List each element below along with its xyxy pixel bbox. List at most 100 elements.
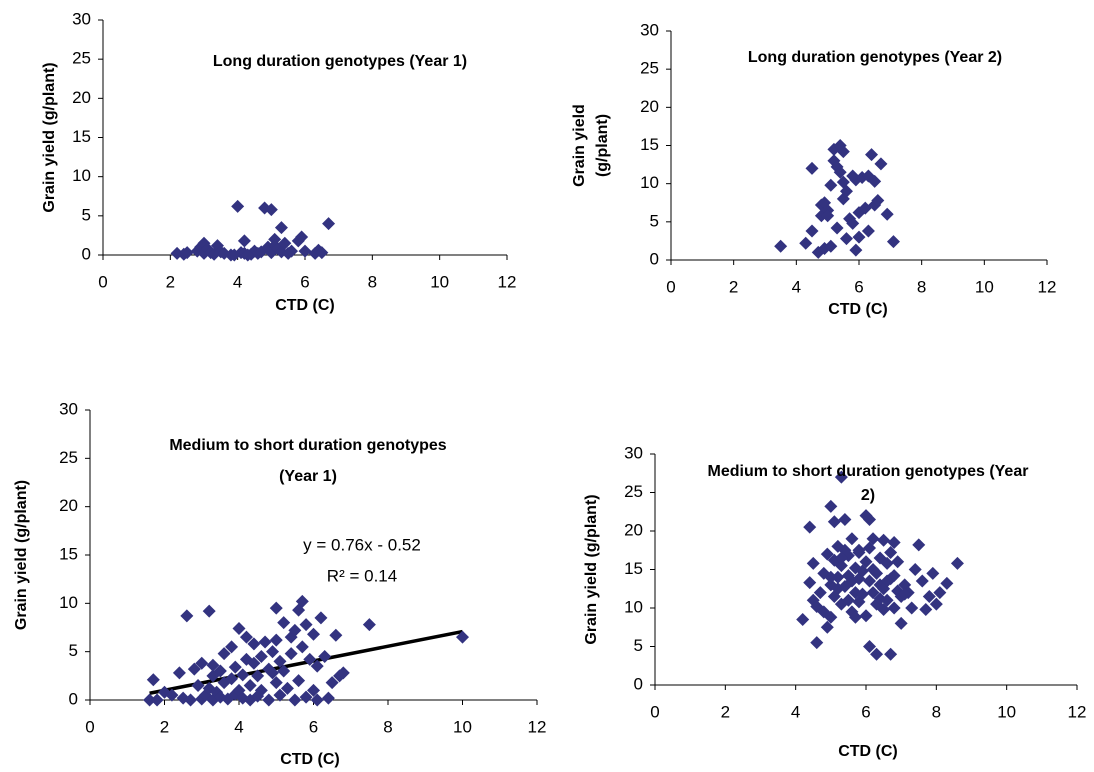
point [314,611,328,625]
x-axis-label: CTD (C) [280,751,340,768]
point [285,244,299,258]
x-tick-label: 8 [917,277,926,296]
point [254,683,268,697]
x-tick-label: 2 [160,717,169,736]
point [232,621,246,635]
y-axis-label: Grain yield (g/plant) [41,62,58,212]
point [839,232,853,246]
point [852,230,866,244]
point [227,248,241,262]
y-axis-label: Grain yield (g/plant) [13,480,30,630]
point [266,666,280,680]
point [325,676,339,690]
point [861,224,875,238]
point [231,199,245,213]
point [172,666,186,680]
point [870,647,884,661]
point [206,658,220,672]
point [225,640,239,654]
chart-title: Medium to short duration genotypes [169,437,446,454]
point [243,679,257,692]
point [273,688,287,702]
chart-title: Long duration genotypes (Year 2) [748,49,1002,66]
point [187,662,201,676]
y-tick-label: 0 [650,249,659,268]
point [884,647,898,661]
point [799,236,813,250]
y-tick-label: 25 [59,448,78,467]
annotation: y = 0.76x - 0.52 [303,535,421,554]
point [143,693,157,707]
point [277,616,291,630]
chart-title: Long duration genotypes (Year 1) [213,53,467,70]
point [213,664,227,678]
point [247,637,261,651]
point [310,693,324,707]
point [898,587,912,601]
y-tick-label: 5 [69,641,78,660]
point [820,547,834,561]
point [307,627,320,641]
point [805,224,819,238]
x-axis-label: CTD (C) [275,297,335,314]
point [298,244,312,258]
point [915,574,929,588]
y-tick-label: 5 [650,211,659,230]
point [241,248,255,262]
point [295,594,309,608]
point [165,688,179,702]
point [866,532,880,546]
point [236,668,250,682]
point [929,597,943,611]
point [262,693,276,707]
x-tick-label: 4 [233,272,242,291]
point [247,656,261,670]
point [796,613,810,627]
point [846,169,860,183]
x-tick-label: 8 [932,702,941,721]
x-tick-label: 12 [498,272,517,291]
y-tick-label: 5 [82,205,91,224]
point [905,601,919,615]
y-tick-label: 20 [624,520,643,539]
point [321,691,335,705]
point [318,650,332,663]
point [894,616,908,630]
point [810,636,824,650]
point [940,576,954,590]
point [912,538,926,552]
point [280,681,294,695]
point [838,512,852,526]
x-tick-label: 10 [997,702,1016,721]
chart-title: Medium to short duration genotypes (Year [708,463,1029,480]
y-tick-label: 10 [72,166,91,185]
point [295,230,309,244]
point [191,679,205,692]
point [269,601,283,615]
point [863,574,877,588]
point [821,209,835,223]
point [292,674,306,688]
point [870,566,884,580]
y-tick-label: 25 [624,482,643,501]
x-tick-label: 6 [854,277,863,296]
point [251,669,265,683]
x-tick-label: 2 [729,277,738,296]
x-tick-label: 12 [528,717,547,736]
y-tick-label: 20 [72,88,91,107]
point [202,604,216,618]
point [336,666,350,680]
point [274,221,288,235]
y-tick-label: 15 [640,135,659,154]
point [848,610,862,624]
chart-title: (Year 1) [279,468,337,485]
point [299,618,313,632]
annotation: R² = 0.14 [327,566,397,585]
point [273,654,287,668]
point [288,693,302,707]
x-axis-label: CTD (C) [838,743,898,760]
y-tick-label: 25 [72,49,91,68]
point [774,239,788,253]
point [824,610,838,624]
y-tick-label: 30 [624,443,643,462]
